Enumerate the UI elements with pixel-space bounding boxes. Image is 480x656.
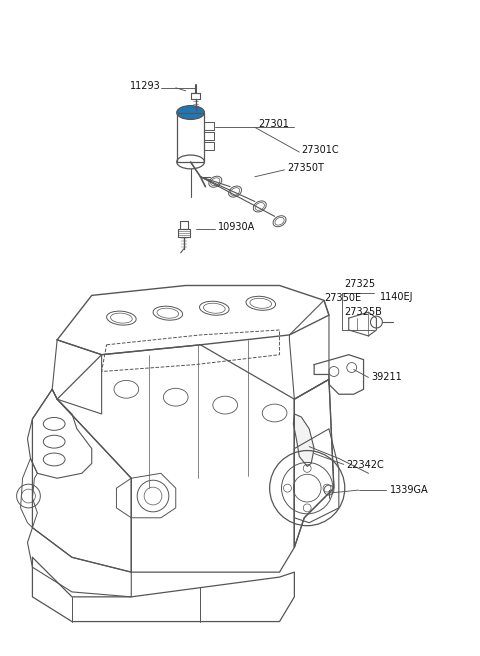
Text: 1339GA: 1339GA xyxy=(390,485,429,495)
Text: 10930A: 10930A xyxy=(218,222,255,232)
Text: 27350E: 27350E xyxy=(324,293,361,303)
Ellipse shape xyxy=(177,106,204,119)
Text: 27325B: 27325B xyxy=(344,307,382,318)
Polygon shape xyxy=(293,414,314,466)
Text: 11293: 11293 xyxy=(130,81,161,91)
Text: 1140EJ: 1140EJ xyxy=(380,293,414,302)
Text: 27325: 27325 xyxy=(344,279,375,289)
Text: 27301C: 27301C xyxy=(301,145,339,155)
Text: 27301: 27301 xyxy=(258,119,288,129)
Text: 22342C: 22342C xyxy=(347,461,384,470)
Text: 39211: 39211 xyxy=(372,373,402,382)
Text: 27350T: 27350T xyxy=(288,163,324,173)
